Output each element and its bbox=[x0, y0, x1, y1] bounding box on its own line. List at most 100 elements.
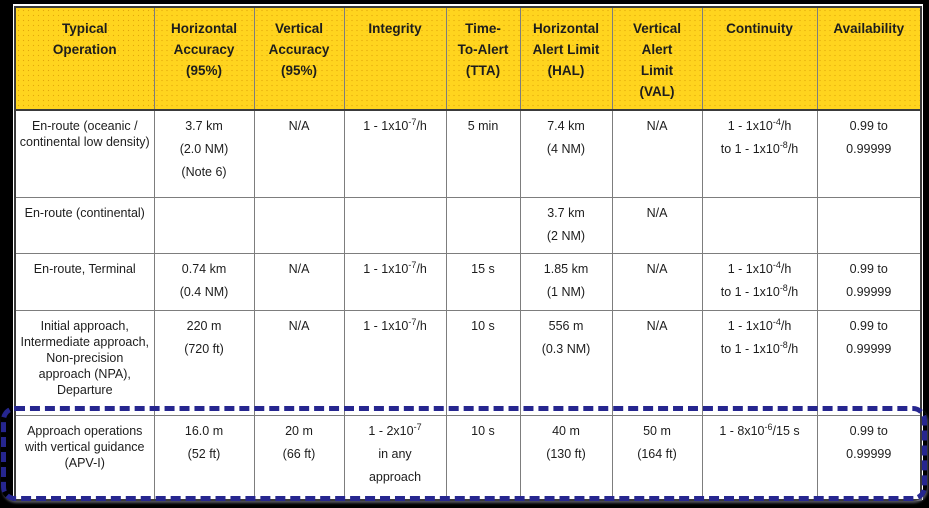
header-text: (TTA) bbox=[465, 63, 501, 78]
cell-text: (Note 6) bbox=[181, 165, 227, 179]
cell-text: N/A bbox=[646, 318, 668, 333]
cell-time-to-alert: 10 s bbox=[445, 414, 521, 501]
cell-text: 20 m bbox=[285, 423, 313, 438]
cell-text: (720 ft) bbox=[184, 341, 224, 356]
table-row: En-route, Terminal 0.74 km (0.4 NM) N/A 1 - … bbox=[14, 252, 922, 311]
cell-continuity: 1 - 1x10-4/h to 1 - 1x10-8/h bbox=[701, 309, 818, 416]
cell-vertical-alert-limit: N/A bbox=[611, 309, 703, 416]
cell-vertical-alert-limit: 50 m (164 ft) bbox=[611, 414, 703, 501]
cell-availability: 0.99 to 0.99999 bbox=[816, 414, 922, 501]
cell-typical-operation: En-route (oceanic / continental low dens… bbox=[14, 109, 155, 198]
header-cell-horizontal-accuracy: Horizontal Accuracy (95%) bbox=[153, 6, 255, 111]
cell-vertical-alert-limit: N/A bbox=[611, 196, 703, 254]
cell-horizontal-accuracy: 3.7 km (2.0 NM) (Note 6) bbox=[153, 109, 255, 198]
table-header-row: Typical Operation Horizontal Accuracy (95%) V… bbox=[14, 6, 922, 111]
cell-text: (164 ft) bbox=[637, 446, 677, 461]
cell-horizontal-alert-limit: 40 m (130 ft) bbox=[519, 414, 613, 501]
cell-text: in any bbox=[378, 446, 412, 461]
cell-text: 556 m bbox=[548, 318, 584, 333]
cell-text: 1 - 1x10-7/h bbox=[363, 316, 427, 333]
cell-text: 0.99999 bbox=[846, 142, 892, 156]
cell-vertical-accuracy: 20 m (66 ft) bbox=[253, 414, 345, 501]
cell-text: 0.99 to bbox=[849, 423, 888, 438]
cell-text: to 1 - 1x10-8/h bbox=[720, 282, 799, 299]
cell-text: 50 m bbox=[643, 423, 671, 438]
cell-text: 0.99 to bbox=[849, 318, 888, 333]
cell-vertical-accuracy: N/A bbox=[253, 252, 345, 311]
cell-time-to-alert: 15 s bbox=[445, 252, 521, 311]
header-text: Horizontal bbox=[533, 21, 599, 36]
cell-text: 40 m bbox=[552, 423, 580, 438]
header-text: Time- bbox=[465, 21, 501, 36]
cell-typical-operation: Initial approach, Intermediate approach,… bbox=[14, 309, 155, 416]
cell-vertical-accuracy bbox=[253, 196, 345, 254]
cell-typical-operation: En-route (continental) bbox=[14, 196, 155, 254]
header-text: Alert Limit bbox=[532, 42, 600, 57]
cell-vertical-alert-limit: N/A bbox=[611, 109, 703, 198]
cell-text: N/A bbox=[288, 119, 310, 133]
header-text: (95%) bbox=[185, 63, 222, 78]
cell-text: 1 - 1x10-7/h bbox=[363, 259, 427, 276]
header-text: Horizontal bbox=[171, 21, 237, 36]
cell-text: (2.0 NM) bbox=[179, 142, 229, 156]
cell-vertical-accuracy: N/A bbox=[253, 109, 345, 198]
cell-text: (130 ft) bbox=[546, 446, 586, 461]
cell-continuity: 1 - 8x10-6/15 s bbox=[701, 414, 818, 501]
table-row: En-route (oceanic / continental low dens… bbox=[14, 109, 922, 198]
cell-text: 1 - 1x10-7/h bbox=[363, 116, 427, 133]
cell-vertical-accuracy: N/A bbox=[253, 309, 345, 416]
cell-text: 1 - 1x10-4/h bbox=[727, 259, 792, 276]
cell-text: En-route (continental) bbox=[24, 205, 145, 220]
cell-text: 0.99999 bbox=[846, 341, 892, 356]
cell-text: Initial approach, Intermediate approach,… bbox=[20, 318, 150, 397]
cell-text: 0.99999 bbox=[846, 446, 892, 461]
cell-text: 0.99999 bbox=[846, 284, 892, 299]
header-text: Continuity bbox=[726, 21, 793, 36]
table-sheet: Typical Operation Horizontal Accuracy (95%) V… bbox=[13, 4, 923, 501]
cell-text: N/A bbox=[646, 119, 668, 133]
header-cell-vertical-alert-limit: Vertical Alert Limit (VAL) bbox=[611, 6, 703, 111]
header-text: Operation bbox=[52, 42, 117, 57]
cell-text: N/A bbox=[646, 205, 668, 220]
cell-typical-operation: Approach operations with vertical guidan… bbox=[14, 414, 155, 501]
cell-availability: 0.99 to 0.99999 bbox=[816, 309, 922, 416]
cell-text: 1.85 km bbox=[543, 261, 589, 276]
header-text: Limit bbox=[640, 63, 674, 78]
cell-text: 220 m bbox=[186, 318, 222, 333]
cell-text: (66 ft) bbox=[282, 446, 316, 461]
table-row-highlighted: Approach operations with vertical guidan… bbox=[14, 414, 922, 501]
cell-availability: 0.99 to 0.99999 bbox=[816, 252, 922, 311]
cell-horizontal-alert-limit: 1.85 km (1 NM) bbox=[519, 252, 613, 311]
cell-time-to-alert bbox=[445, 196, 521, 254]
cell-time-to-alert: 5 min bbox=[445, 109, 521, 198]
header-text: (HAL) bbox=[547, 63, 585, 78]
header-cell-availability: Availability bbox=[816, 6, 922, 111]
header-text: Accuracy bbox=[173, 42, 235, 57]
table-row: En-route (continental) 3.7 km (2 NM) N/A bbox=[14, 196, 922, 254]
cell-horizontal-alert-limit: 556 m (0.3 NM) bbox=[519, 309, 613, 416]
cell-integrity: 1 - 1x10-7/h bbox=[343, 309, 447, 416]
cell-text: to 1 - 1x10-8/h bbox=[720, 139, 799, 156]
cell-text: En-route, Terminal bbox=[33, 261, 136, 276]
cell-text: 15 s bbox=[471, 261, 495, 276]
header-cell-integrity: Integrity bbox=[343, 6, 447, 111]
cell-text: 16.0 m bbox=[184, 423, 224, 438]
header-text: Integrity bbox=[368, 21, 422, 36]
header-text: Vertical bbox=[632, 21, 682, 36]
cell-text: 1 - 8x10-6/15 s bbox=[719, 421, 800, 438]
cell-text: (0.3 NM) bbox=[541, 341, 591, 356]
header-cell-continuity: Continuity bbox=[701, 6, 818, 111]
header-cell-typical-operation: Typical Operation bbox=[14, 6, 155, 111]
cell-text: Approach operations with vertical guidan… bbox=[24, 423, 145, 470]
cell-time-to-alert: 10 s bbox=[445, 309, 521, 416]
cell-horizontal-alert-limit: 7.4 km (4 NM) bbox=[519, 109, 613, 198]
cell-text: 10 s bbox=[471, 423, 495, 438]
cell-text: 1 - 1x10-4/h bbox=[727, 116, 792, 133]
gnss-performance-requirements-table: Typical Operation Horizontal Accuracy (95%) V… bbox=[14, 6, 922, 501]
header-text: Accuracy bbox=[268, 42, 330, 57]
cell-text: (1 NM) bbox=[546, 284, 586, 299]
cell-text: 3.7 km bbox=[185, 119, 223, 133]
cell-text: En-route (oceanic / continental low dens… bbox=[19, 119, 150, 149]
cell-horizontal-accuracy: 220 m (720 ft) bbox=[153, 309, 255, 416]
